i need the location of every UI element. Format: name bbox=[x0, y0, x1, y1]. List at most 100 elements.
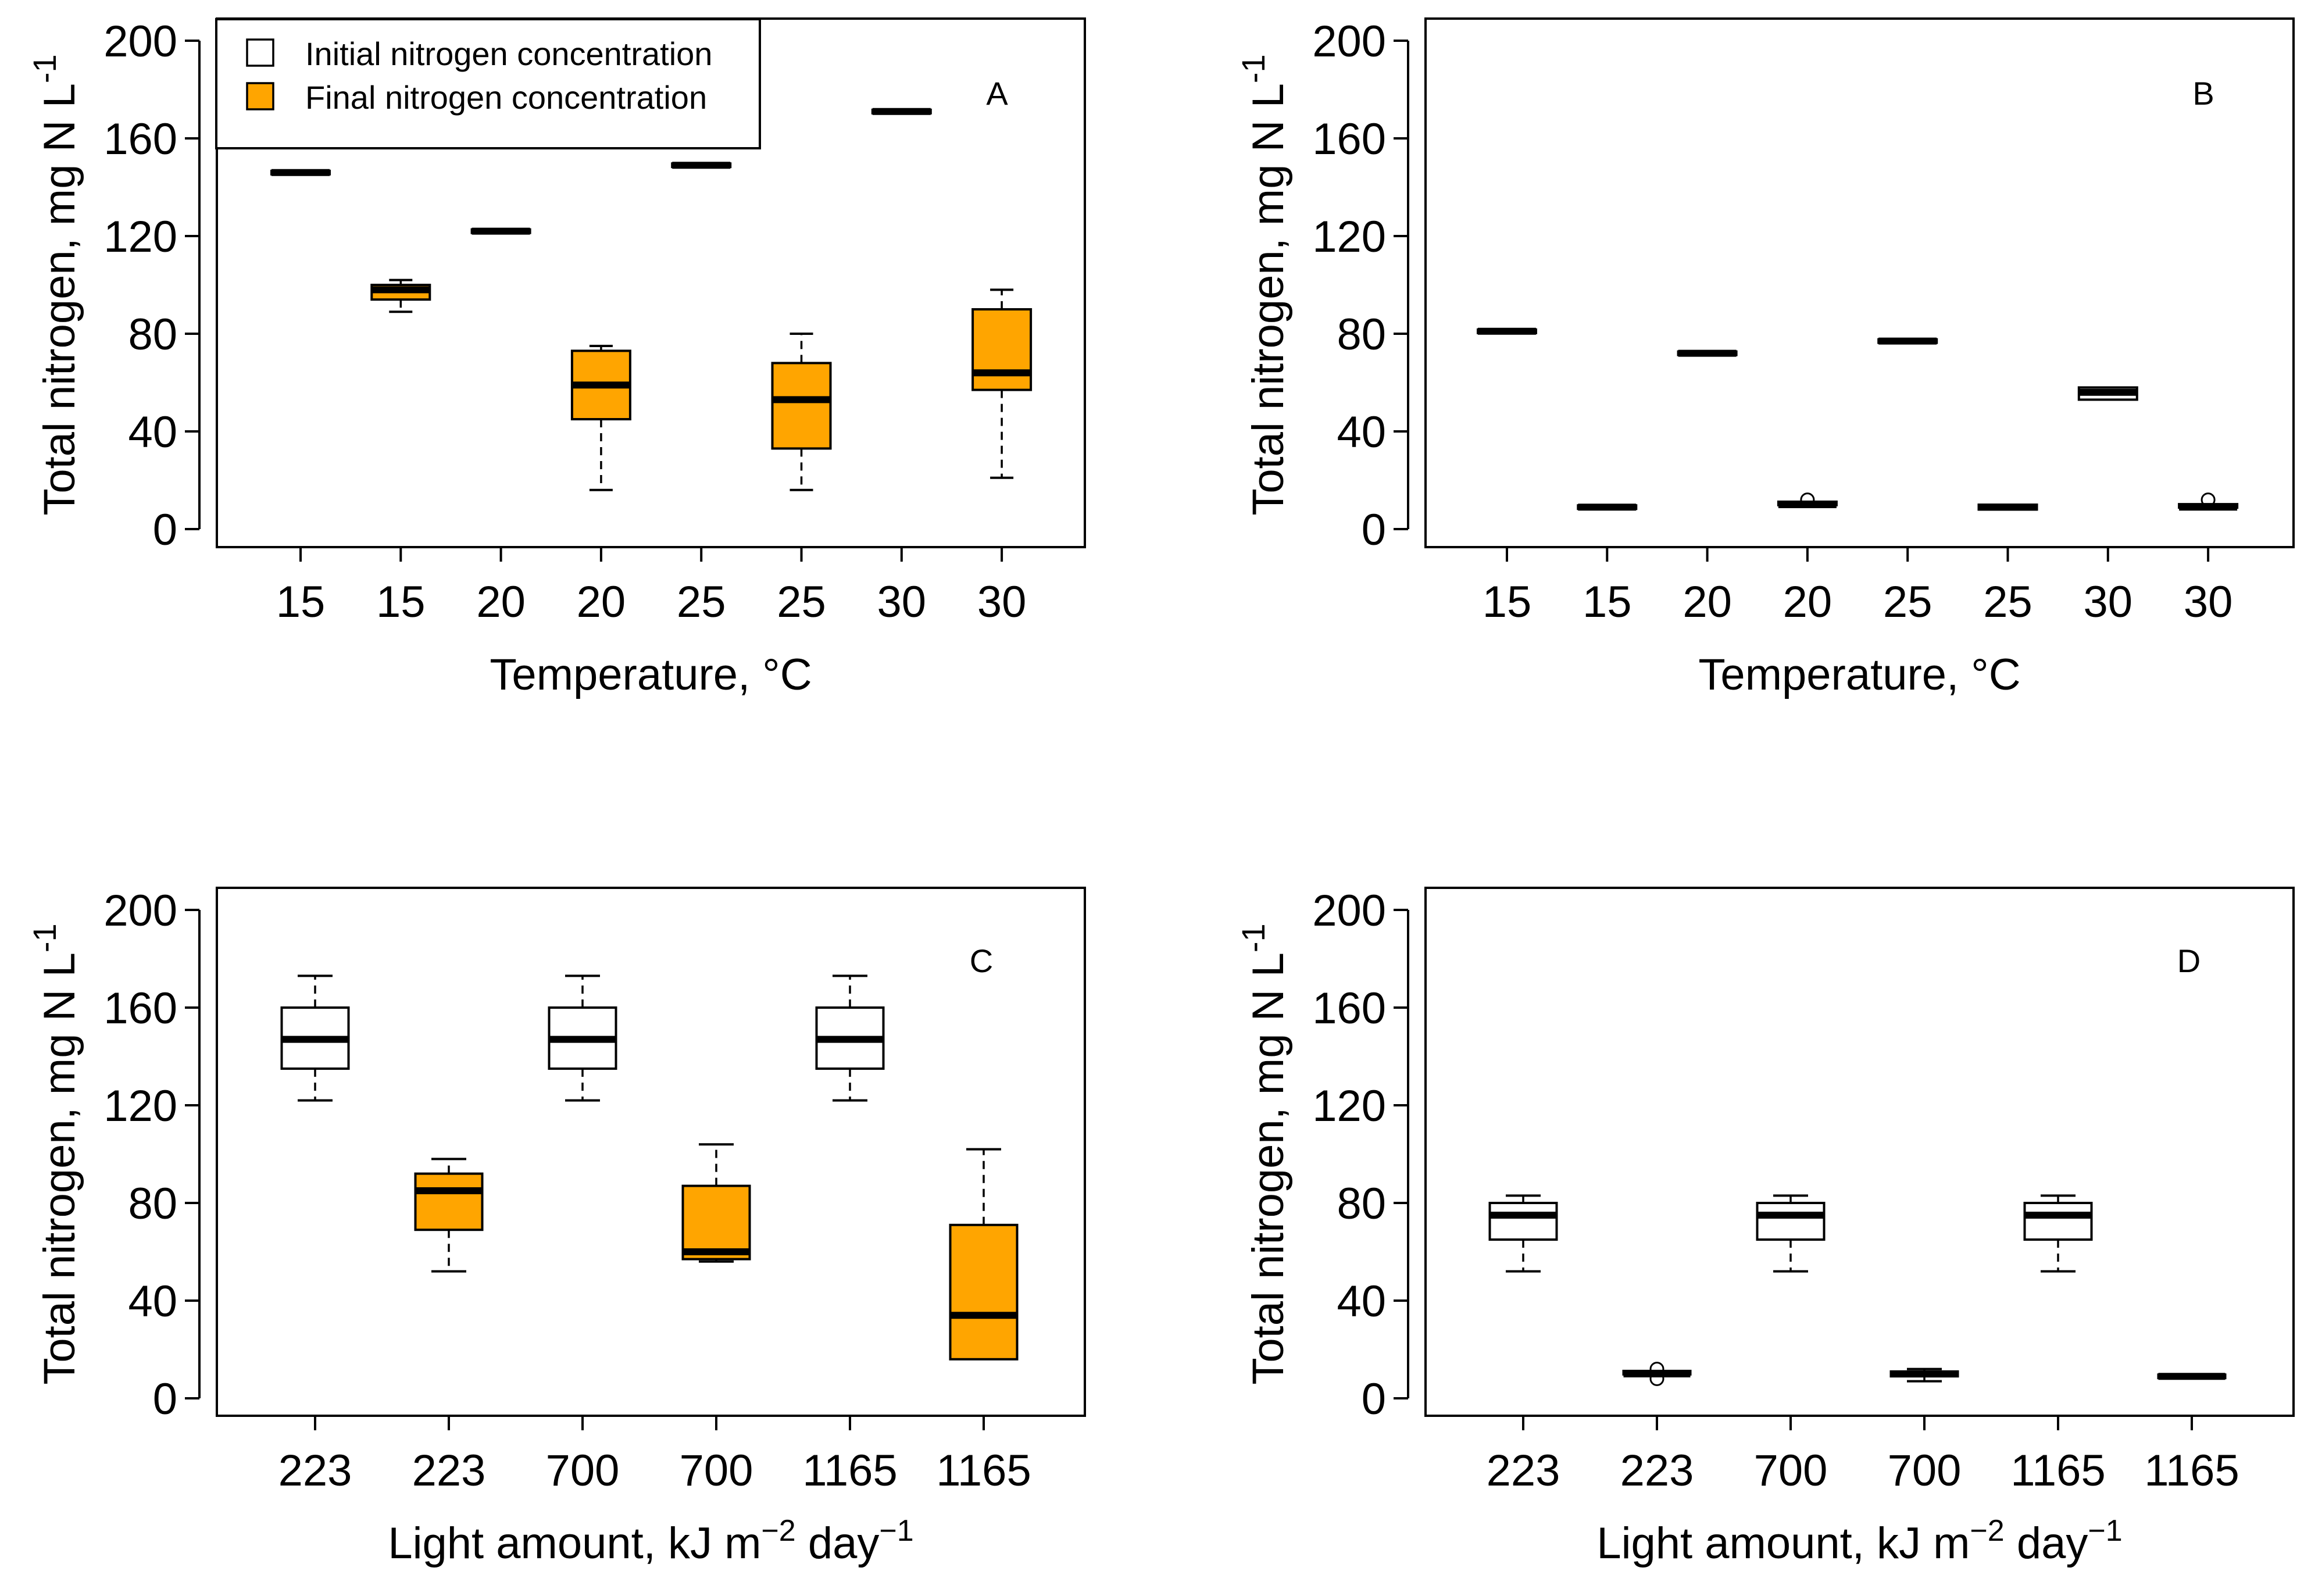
y-axis-title-superscript: -1 bbox=[1235, 54, 1271, 83]
box-final bbox=[1777, 492, 1838, 508]
box-initial bbox=[2077, 386, 2138, 401]
y-tick-label: 160 bbox=[1312, 984, 1386, 1033]
y-tick-label: 0 bbox=[153, 505, 177, 555]
box-initial bbox=[815, 974, 885, 1102]
box-initial bbox=[1756, 1194, 1826, 1273]
legend-label: Initial nitrogen concentration bbox=[305, 35, 712, 72]
outlier-point bbox=[1649, 1362, 1664, 1377]
x-tick-label: 30 bbox=[2084, 577, 2133, 627]
x-tick-label: 1165 bbox=[802, 1446, 897, 1495]
outlier-point bbox=[1800, 492, 1815, 508]
box-final bbox=[681, 1143, 751, 1263]
panel-a: 0 40 80 120 160 200 15 15 20 20 25 25 30 30 Temperatur… bbox=[26, 17, 1086, 699]
x-tick-label: 30 bbox=[2184, 577, 2233, 627]
box-final bbox=[2178, 492, 2239, 511]
x-tick-label: 20 bbox=[476, 577, 526, 627]
outlier-point bbox=[1649, 1371, 1664, 1386]
box-initial bbox=[1677, 349, 1738, 357]
y-tick-label: 0 bbox=[1362, 1374, 1386, 1424]
x-tick-label: 15 bbox=[276, 577, 326, 627]
box-initial bbox=[1877, 337, 1938, 345]
x-axis-title: Light amount, kJ m−2 day−1 bbox=[1596, 1514, 2122, 1568]
y-axis-title: Total nitrogen, mg N L-1 bbox=[1235, 923, 1293, 1384]
y-tick-label: 120 bbox=[103, 1081, 177, 1131]
box-initial bbox=[1488, 1194, 1558, 1273]
x-tick-label: 20 bbox=[1683, 577, 1732, 627]
y-tick-label: 120 bbox=[1312, 1081, 1386, 1131]
x-axis-title-superscript: −1 bbox=[879, 1514, 913, 1548]
y-tick-label: 160 bbox=[103, 984, 177, 1033]
box-iqr bbox=[771, 362, 832, 450]
x-tick-label: 25 bbox=[1983, 577, 2032, 627]
y-tick-label: 200 bbox=[1312, 17, 1386, 66]
box-initial bbox=[270, 169, 331, 176]
y-tick-label: 80 bbox=[1337, 1179, 1386, 1229]
x-tick-label: 15 bbox=[1583, 577, 1632, 627]
box-final bbox=[771, 333, 832, 491]
x-tick-label: 25 bbox=[677, 577, 726, 627]
x-tick-label: 15 bbox=[376, 577, 426, 627]
box-iqr bbox=[414, 1172, 484, 1231]
box-initial bbox=[548, 974, 617, 1102]
y-tick-label: 200 bbox=[103, 17, 177, 66]
box-final bbox=[370, 279, 431, 313]
box-initial bbox=[470, 227, 531, 235]
y-axis-title-superscript: -1 bbox=[1235, 923, 1271, 952]
box-iqr bbox=[681, 1184, 751, 1261]
y-axis-title: Total nitrogen, mg N L-1 bbox=[1235, 54, 1293, 515]
x-tick-label: 15 bbox=[1483, 577, 1532, 627]
box-initial bbox=[671, 162, 732, 169]
x-tick-label: 25 bbox=[777, 577, 826, 627]
box-final bbox=[1977, 504, 2038, 511]
y-tick-label: 0 bbox=[153, 1374, 177, 1424]
y-tick-label: 80 bbox=[1337, 310, 1386, 359]
box-iqr bbox=[1756, 1202, 1826, 1241]
y-axis-title-part: Total nitrogen, mg N L bbox=[1244, 952, 1293, 1385]
y-axis-title: Total nitrogen, mg N L-1 bbox=[26, 54, 84, 515]
legend: Initial nitrogen concentration Final nitr… bbox=[215, 18, 761, 149]
x-axis-title-superscript: −2 bbox=[1970, 1514, 2004, 1548]
x-tick-label: 30 bbox=[877, 577, 927, 627]
x-tick-label: 223 bbox=[278, 1446, 352, 1495]
y-tick-label: 120 bbox=[1312, 212, 1386, 262]
x-tick-label: 223 bbox=[1487, 1446, 1560, 1495]
y-axis-title-superscript: -1 bbox=[26, 54, 63, 83]
panel-tag: B bbox=[2192, 75, 2214, 112]
x-tick-label: 25 bbox=[1883, 577, 1932, 627]
x-tick-label: 223 bbox=[1620, 1446, 1694, 1495]
x-tick-label: 1165 bbox=[936, 1446, 1031, 1495]
box-iqr bbox=[971, 308, 1033, 391]
box-initial bbox=[2023, 1194, 2093, 1273]
x-tick-label: 700 bbox=[1888, 1446, 1962, 1495]
x-tick-label: 223 bbox=[412, 1446, 486, 1495]
y-tick-label: 40 bbox=[128, 408, 177, 457]
legend-box bbox=[215, 18, 761, 149]
box-initial bbox=[280, 974, 350, 1102]
panel-tag: D bbox=[2177, 942, 2201, 979]
x-axis-title-superscript: −2 bbox=[761, 1514, 795, 1548]
box-final bbox=[2157, 1373, 2227, 1380]
x-tick-label: 700 bbox=[680, 1446, 753, 1495]
x-axis-title: Temperature, °C bbox=[1698, 650, 2020, 699]
box-final bbox=[1577, 504, 1638, 511]
box-final bbox=[414, 1158, 484, 1273]
y-tick-label: 200 bbox=[1312, 886, 1386, 936]
panel-c: 0 40 80 120 160 200 223 223 700 700 1165 1165 Light … bbox=[26, 886, 1086, 1568]
y-axis-title-superscript: -1 bbox=[26, 923, 63, 952]
box-final bbox=[1622, 1362, 1692, 1386]
y-tick-label: 200 bbox=[103, 886, 177, 936]
box-final bbox=[949, 1148, 1019, 1361]
x-axis-title-part: Light amount, kJ m bbox=[388, 1519, 761, 1568]
x-tick-label: 1165 bbox=[2010, 1446, 2105, 1495]
y-tick-label: 80 bbox=[128, 310, 177, 359]
y-tick-label: 0 bbox=[1362, 505, 1386, 555]
y-axis-title-part: Total nitrogen, mg N L bbox=[1244, 83, 1293, 516]
x-axis-title: Temperature, °C bbox=[490, 650, 812, 699]
box-final bbox=[971, 288, 1033, 479]
box-iqr bbox=[949, 1223, 1019, 1361]
panel-tag: A bbox=[986, 75, 1008, 112]
x-tick-label: 700 bbox=[546, 1446, 620, 1495]
legend-swatch bbox=[246, 38, 274, 67]
x-tick-label: 20 bbox=[577, 577, 626, 627]
